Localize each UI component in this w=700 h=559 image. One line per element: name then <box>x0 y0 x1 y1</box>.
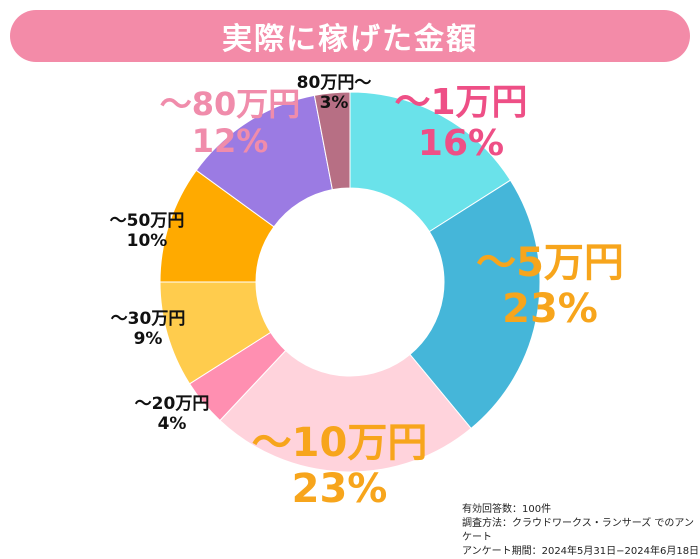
slice-value-text: 12% <box>191 121 269 160</box>
slice-label-text: ～20万円 <box>134 394 210 414</box>
donut-slice-1 <box>409 179 541 430</box>
footnote-method: 調査方法：クラウドワークス・ランサーズ でのアンケート <box>462 518 694 543</box>
slice-label-10man: ～10万円 23% <box>232 420 447 512</box>
slice-value-text: 10% <box>126 230 168 251</box>
slice-label-text: ～10万円 <box>251 420 428 466</box>
donut-slice-7 <box>313 91 351 191</box>
footnote-responses: 有効回答数：100件 <box>462 504 552 515</box>
slice-label-text: ～80万円 <box>159 85 301 123</box>
slice-value-text: 9% <box>133 328 163 349</box>
slice-label-20man: ～20万円 4% <box>122 394 222 434</box>
slice-label-text: 80万円～ <box>296 73 372 93</box>
slice-value-text: 23% <box>291 466 388 512</box>
donut-slice-2 <box>219 349 472 473</box>
slice-label-80man: ～80万円 12% <box>150 86 310 160</box>
donut-slice-0 <box>349 91 512 233</box>
slice-label-1man: ～1万円 16% <box>386 82 536 165</box>
slice-value-text: 4% <box>157 413 187 434</box>
title-banner: 実際に稼げた金額 <box>10 10 690 62</box>
footnote-period: アンケート期間：2024年5月31日−2024年6月18日 <box>462 546 700 557</box>
slice-label-over80man: 80万円～ 3% <box>284 73 384 113</box>
slice-label-5man: ～5万円 23% <box>460 240 640 332</box>
slice-label-text: ～5万円 <box>476 240 624 286</box>
chart-title: 実際に稼げた金額 <box>222 22 478 57</box>
survey-footnote: 有効回答数：100件 調査方法：クラウドワークス・ランサーズ でのアンケート ア… <box>462 503 700 559</box>
slice-label-text: ～50万円 <box>109 211 185 231</box>
slice-label-50man: ～50万円 10% <box>97 211 197 251</box>
slice-value-text: 3% <box>319 92 349 113</box>
slice-label-30man: ～30万円 9% <box>98 309 198 349</box>
slice-label-text: ～30万円 <box>110 309 186 329</box>
slice-value-text: 23% <box>502 286 598 332</box>
slice-value-text: 16% <box>417 123 505 165</box>
slice-label-text: ～1万円 <box>394 82 528 123</box>
